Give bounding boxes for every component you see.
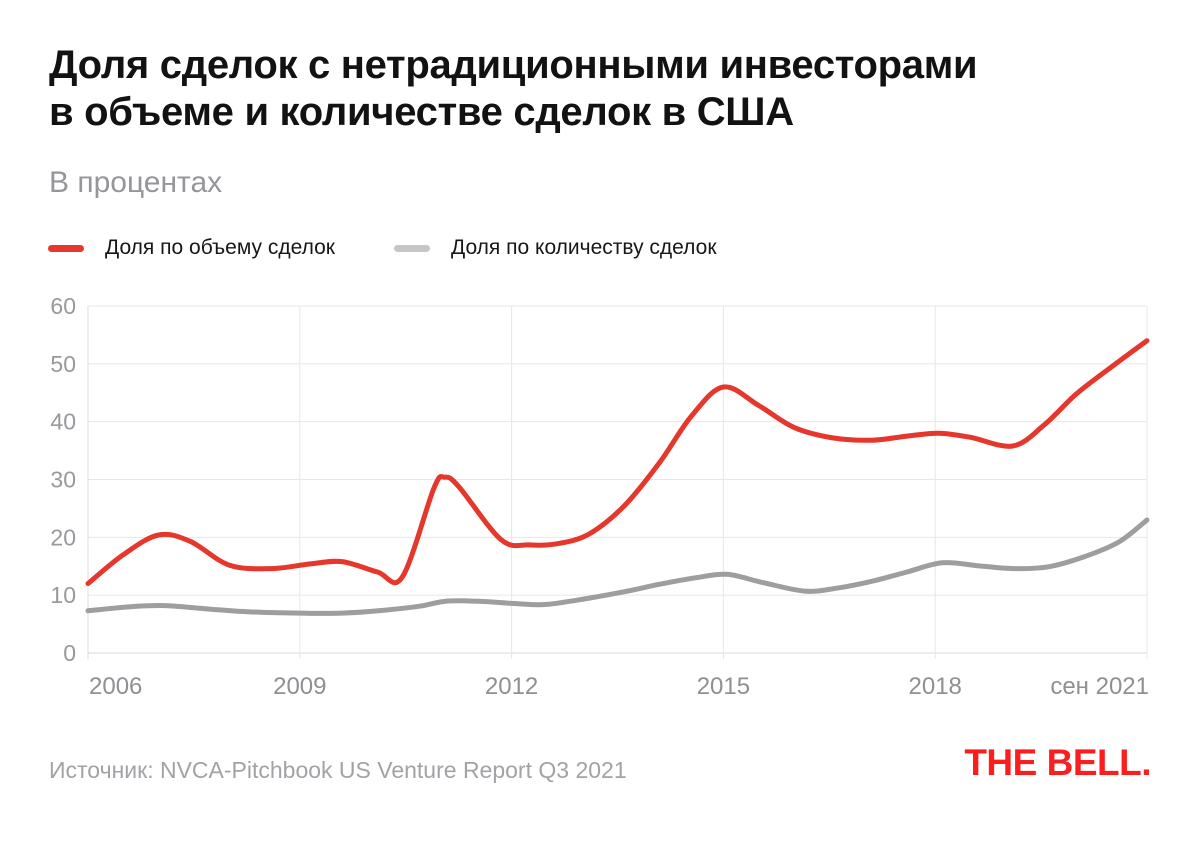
- x-tick-label-2009: 2009: [273, 673, 326, 700]
- legend-label-volume: Доля по объему сделок: [105, 236, 335, 259]
- y-tick-label-20: 20: [50, 524, 76, 550]
- y-tick-label-50: 50: [50, 351, 76, 377]
- legend-swatch-count: [394, 244, 430, 252]
- x-tick-label-2018: 2018: [909, 673, 962, 700]
- y-axis-labels: 0 10 20 30 40 50 60: [50, 293, 76, 666]
- grid: [87, 305, 1148, 659]
- title-line-2: в объеме и количестве сделок в США: [49, 90, 794, 134]
- x-tick-label-2012: 2012: [485, 673, 538, 700]
- page-title: Доля сделок с нетрадиционными инвесторам…: [49, 42, 978, 136]
- x-tick-label-2006: 2006: [89, 673, 142, 700]
- source-note: Источник: NVCA-Pitchbook US Venture Repo…: [49, 757, 627, 783]
- y-tick-label-30: 30: [50, 467, 76, 493]
- title-line-1: Доля сделок с нетрадиционными инвесторам…: [49, 43, 978, 87]
- y-tick-label-40: 40: [50, 409, 76, 435]
- y-tick-label-0: 0: [63, 640, 76, 666]
- legend-label-count: Доля по количеству сделок: [451, 236, 717, 259]
- y-tick-label-10: 10: [50, 582, 76, 608]
- series-line-volume: [85, 338, 1150, 587]
- series-line-count: [85, 517, 1150, 616]
- the-bell-logo: THE BELL.: [964, 742, 1151, 783]
- x-axis-labels: 2006 2009 2012 2015 2018 сен 2021: [89, 673, 1149, 700]
- chart-unit-subtitle: В процентах: [49, 166, 223, 199]
- legend-item-volume: Доля по объему сделок: [48, 236, 335, 259]
- legend-item-count: Доля по количеству сделок: [394, 236, 717, 259]
- y-tick-label-60: 60: [50, 293, 76, 319]
- x-tick-label-сен 2021: сен 2021: [1050, 673, 1149, 700]
- legend-swatch-volume: [48, 244, 84, 252]
- x-tick-label-2015: 2015: [697, 673, 750, 700]
